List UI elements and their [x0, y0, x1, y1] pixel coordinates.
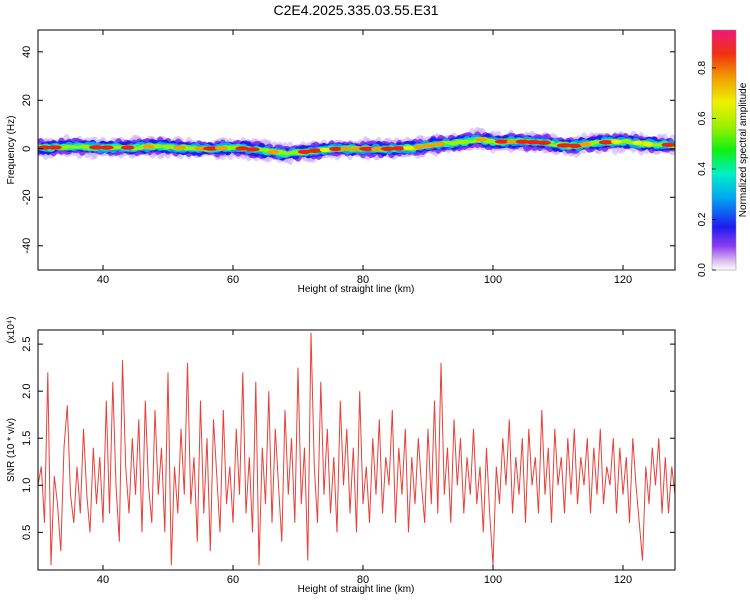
snr-panel: 40 60 80 100 120 0.5 1.0 1.5 2.0 2.5 Height of s…: [6, 316, 676, 595]
spectrogram-peak: [422, 143, 436, 148]
spectrogram-peak: [319, 147, 331, 153]
x-tick-label: 40: [97, 274, 109, 286]
snr-y-ticks: 0.5 1.0 1.5 2.0 2.5: [21, 336, 675, 540]
spectrogram-peak: [350, 146, 363, 151]
spectrogram-x-ticks: 40 60 80 100 120: [97, 30, 632, 286]
spectrogram-peak: [611, 139, 622, 145]
colorbar: 0.0 0.2 0.4 0.6 0.8 Normalized spectral ampl…: [697, 29, 749, 277]
spectrogram-peak: [536, 140, 551, 145]
x-tick-label: 120: [614, 274, 632, 286]
spectrogram-peak: [245, 147, 260, 152]
y-tick-label: 0.5: [21, 525, 33, 540]
x-tick-label: 100: [484, 274, 502, 286]
colorbar-ticks: 0.0 0.2 0.4 0.6 0.8: [697, 61, 716, 277]
spectrogram-peak: [598, 140, 614, 145]
colorbar-label: Normalized spectral amplitude: [738, 82, 749, 217]
snr-series-line: [38, 332, 675, 566]
spectrogram-peak: [371, 146, 384, 151]
colorbar-tick-label: 0.6: [697, 111, 708, 125]
spectrogram-peak: [89, 145, 104, 150]
x-tick-label: 60: [227, 574, 239, 586]
y-tick-label: 2.5: [21, 336, 33, 351]
spectrogram-peak: [403, 145, 414, 151]
spectrogram-y-label: Frequency (Hz): [6, 116, 17, 185]
spectrogram-peak: [47, 145, 62, 150]
y-tick-label: -20: [21, 189, 33, 205]
snr-frame: [37, 329, 676, 571]
spectrogram-peak: [340, 146, 352, 151]
snr-y-multiplier: (x10⁴): [6, 316, 17, 343]
x-tick-label: 60: [227, 274, 239, 286]
spectrogram-peak: [214, 145, 228, 151]
colorbar-tick-label: 0.2: [697, 212, 708, 226]
spectrogram-peak: [494, 139, 510, 144]
spectrogram-peak: [380, 146, 395, 151]
y-tick-label: 20: [21, 94, 33, 106]
spectrogram-peak: [632, 140, 643, 146]
spectrogram-peak: [413, 144, 425, 150]
colorbar-tick-label: 0.0: [697, 263, 708, 277]
spectrogram-peak: [359, 146, 375, 151]
y-tick-label: 40: [21, 46, 33, 58]
y-tick-label: 1.0: [21, 478, 33, 493]
spectrogram-peak: [434, 141, 446, 147]
chart-title: C2E4.2025.335.03.55.E31: [273, 2, 438, 18]
y-tick-label: -40: [21, 238, 33, 254]
colorbar-gradient: [712, 30, 736, 270]
spectrogram-x-label: Height of straight line (km): [298, 284, 415, 295]
x-tick-label: 80: [357, 274, 369, 286]
spectrogram-y-ticks: -40 -20 0 20 40: [21, 46, 675, 254]
colorbar-tick-label: 0.4: [697, 162, 708, 176]
spectrogram-peak: [100, 145, 114, 150]
spectrogram-panel: 40 60 80 100 120 -40 -20 0 20 40 Height of strai…: [6, 29, 676, 295]
spectrogram-peak: [475, 137, 487, 142]
x-tick-label: 100: [484, 574, 502, 586]
snr-x-ticks: 40 60 80 100 120: [97, 330, 632, 586]
spectrogram-peak: [506, 139, 519, 144]
spectrogram-peak: [329, 146, 343, 152]
spectrogram-peak: [579, 142, 591, 147]
spectrogram-peak: [194, 146, 207, 151]
spectrogram-frame: [37, 29, 676, 271]
spectrogram-peak: [391, 146, 405, 151]
spectrogram-peak: [267, 149, 280, 155]
spectrogram-peak: [142, 144, 155, 149]
spectrogram-peak: [642, 141, 653, 147]
x-tick-label: 80: [357, 574, 369, 586]
x-tick-label: 120: [614, 574, 632, 586]
spectrogram-ridge: [38, 126, 675, 166]
spectrogram-peak: [567, 143, 582, 149]
colorbar-frame: [711, 29, 737, 271]
y-tick-label: 1.5: [21, 431, 33, 446]
spectrogram-peak: [307, 148, 323, 154]
x-tick-label: 40: [97, 574, 109, 586]
spectrogram-peak: [173, 145, 187, 150]
spectrogram-peak: [120, 145, 135, 150]
y-tick-label: 2.0: [21, 384, 33, 399]
snr-x-label: Height of straight line (km): [298, 584, 415, 595]
spectrogram-peak: [661, 142, 675, 148]
snr-y-label: SNR (10 * v/v): [6, 418, 17, 482]
y-tick-label: 0: [21, 146, 33, 152]
colorbar-tick-label: 0.8: [697, 61, 708, 75]
spectrogram-peak: [203, 146, 219, 151]
